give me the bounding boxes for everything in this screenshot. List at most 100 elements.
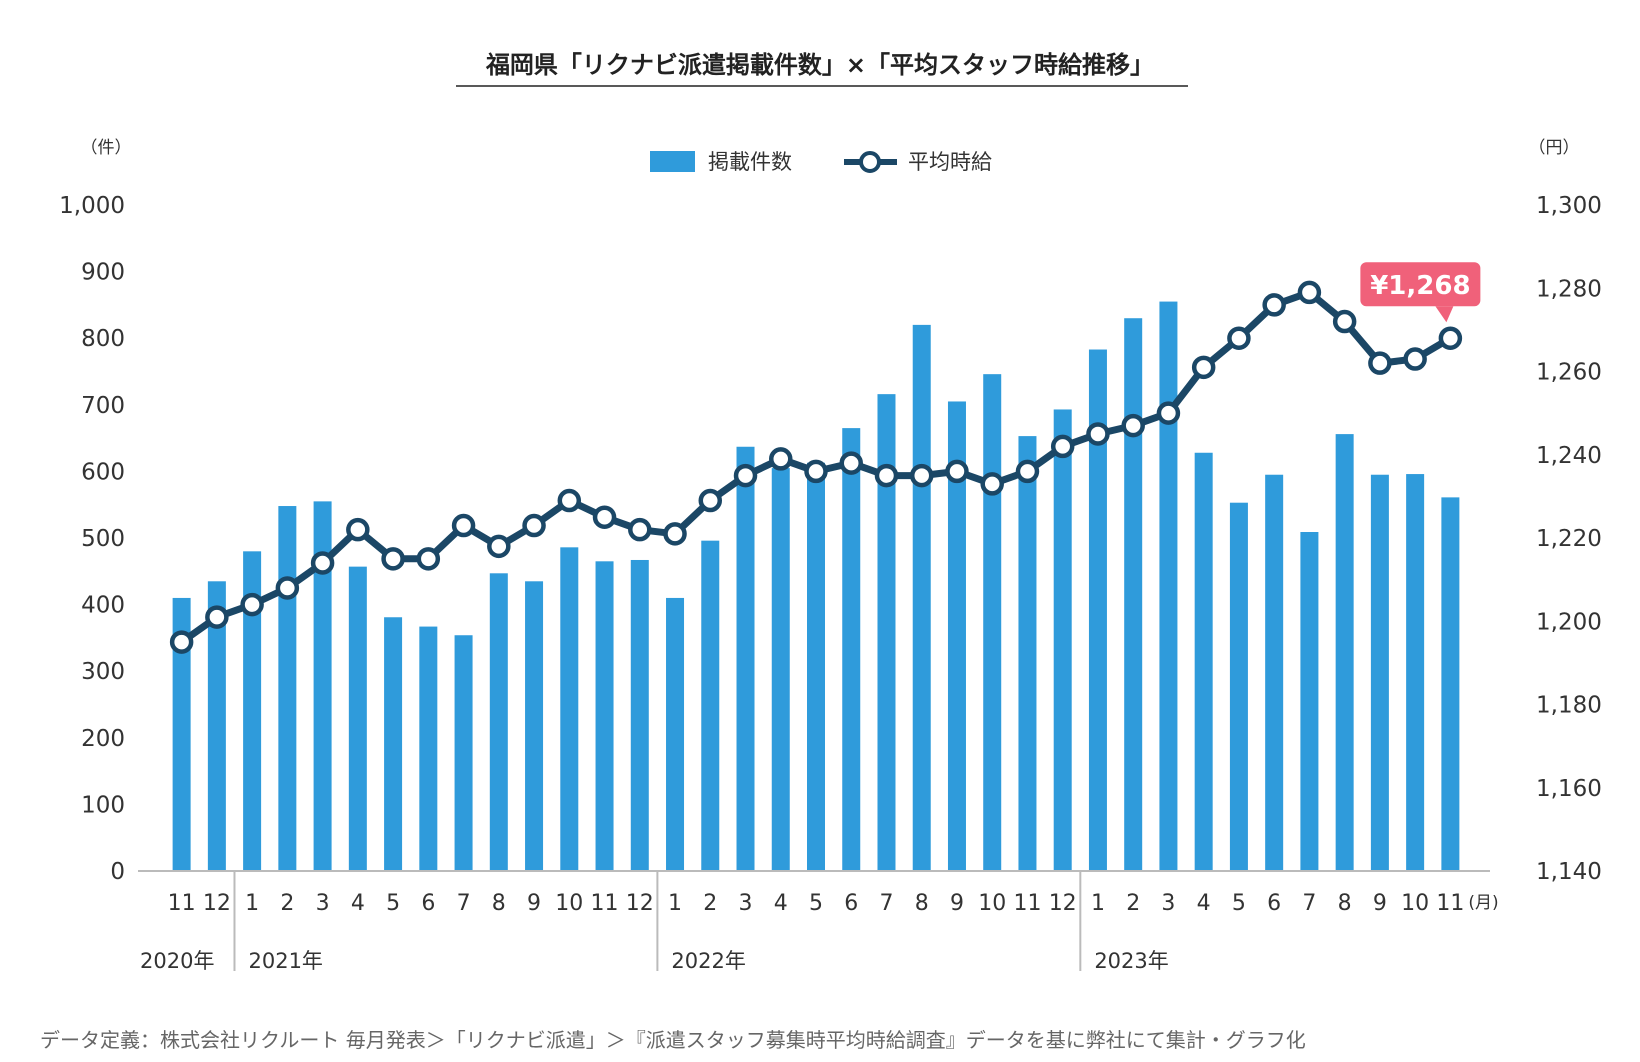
wage-point xyxy=(346,517,370,542)
bar xyxy=(243,551,262,871)
right-axis-ticks: 1,140 1,160 1,180 1,200 1,220 1,240 1,260 1,280… xyxy=(1536,193,1602,885)
right-tick-label: 1,240 xyxy=(1536,443,1602,469)
wage-point xyxy=(522,513,546,538)
right-tick-label: 1,280 xyxy=(1536,276,1602,302)
wage-point xyxy=(1368,351,1392,375)
x-tick-label: 2 xyxy=(703,891,717,916)
wage-point xyxy=(1015,459,1040,484)
x-tick-label: 6 xyxy=(844,891,858,916)
right-tick-label: 1,220 xyxy=(1536,526,1602,552)
x-tick-label: 3 xyxy=(739,891,753,916)
x-tick-label: 11 xyxy=(1013,891,1041,916)
wage-point xyxy=(1438,326,1463,350)
bar xyxy=(278,506,297,871)
wage-point xyxy=(980,472,1004,496)
x-tick-label: 8 xyxy=(1338,891,1352,916)
bar xyxy=(701,540,720,871)
x-tick-label: 6 xyxy=(1267,891,1281,916)
bar xyxy=(947,401,966,871)
bar xyxy=(454,635,473,871)
x-tick-label: 7 xyxy=(1302,891,1316,916)
bar xyxy=(489,573,508,871)
x-tick-label: 11 xyxy=(1436,891,1464,916)
wage-point xyxy=(1156,401,1181,425)
x-tick-label: 12 xyxy=(1049,891,1077,916)
x-tick-label: 5 xyxy=(1232,891,1246,916)
bar xyxy=(771,468,790,871)
wage-point xyxy=(874,463,899,488)
left-tick-label: 900 xyxy=(81,260,125,286)
x-tick-label: 4 xyxy=(351,891,365,916)
callout-text: ¥1,268 xyxy=(1370,271,1470,301)
bar xyxy=(172,597,191,871)
x-tick-label: 4 xyxy=(774,891,788,916)
x-tick-label: 1 xyxy=(245,891,259,916)
bar xyxy=(912,324,931,871)
wage-point xyxy=(1262,293,1286,317)
wage-point xyxy=(1050,434,1075,459)
bar xyxy=(1124,318,1143,872)
wage-point xyxy=(310,551,335,575)
right-tick-label: 1,140 xyxy=(1536,859,1602,885)
bar xyxy=(1335,434,1354,871)
left-tick-label: 800 xyxy=(81,326,125,352)
x-tick-label: 7 xyxy=(457,891,471,916)
bar xyxy=(595,561,614,871)
wage-point xyxy=(839,451,863,475)
left-tick-label: 400 xyxy=(81,593,125,619)
wage-point xyxy=(1227,326,1251,350)
bar xyxy=(630,559,649,871)
bar xyxy=(525,581,544,871)
right-tick-label: 1,260 xyxy=(1536,360,1602,386)
x-tick-label: 1 xyxy=(668,891,682,916)
bar xyxy=(1406,474,1425,871)
bar xyxy=(842,428,861,871)
footnote: データ定義：株式会社リクルート 毎月発表＞「リクナビ派遣」＞『派遣スタッフ募集時… xyxy=(40,1028,1306,1052)
bar xyxy=(419,626,438,871)
left-tick-label: 100 xyxy=(81,792,125,818)
bar xyxy=(384,617,403,871)
wage-point xyxy=(557,488,582,513)
year-label: 2021年 xyxy=(248,949,322,973)
x-tick-label: 5 xyxy=(809,891,823,916)
wage-point xyxy=(1121,413,1145,438)
bar xyxy=(807,462,825,871)
bar xyxy=(313,501,332,871)
bar xyxy=(1229,502,1248,871)
year-label: 2022年 xyxy=(671,949,745,973)
bar xyxy=(983,374,1002,871)
wage-point xyxy=(275,576,300,600)
callout-pointer xyxy=(1435,306,1454,323)
bar xyxy=(736,446,755,871)
left-tick-label: 300 xyxy=(81,659,125,685)
wage-point xyxy=(416,547,441,571)
x-tick-label: 3 xyxy=(1161,891,1175,916)
bar xyxy=(877,394,896,871)
wage-point xyxy=(205,605,229,629)
x-tick-label: 9 xyxy=(950,891,964,916)
right-tick-label: 1,300 xyxy=(1536,193,1602,219)
wage-point xyxy=(804,459,828,484)
bar-series xyxy=(172,301,1460,872)
bar xyxy=(1441,497,1460,871)
wage-point xyxy=(698,488,723,513)
bar xyxy=(1265,474,1284,871)
wage-point xyxy=(1086,422,1110,446)
x-tick-label: 9 xyxy=(527,891,541,916)
bar xyxy=(1194,452,1213,871)
x-tick-label: 1 xyxy=(1091,891,1105,916)
x-tick-label: 4 xyxy=(1197,891,1211,916)
wage-point xyxy=(487,534,511,559)
bar xyxy=(666,597,685,871)
x-tick-label: 8 xyxy=(492,891,506,916)
x-tick-label: 10 xyxy=(978,891,1006,916)
right-tick-label: 1,160 xyxy=(1536,776,1602,802)
left-axis-ticks: 0 100 200 300 400 500 600 700 800 900 1,000 xyxy=(59,193,125,885)
x-tick-label: 7 xyxy=(879,891,893,916)
wage-point xyxy=(169,630,194,654)
legend-bar-swatch xyxy=(650,151,695,172)
left-tick-label: 600 xyxy=(81,459,125,485)
wage-point xyxy=(1191,355,1216,380)
legend-bar-label: 掲載件数 xyxy=(708,150,792,174)
